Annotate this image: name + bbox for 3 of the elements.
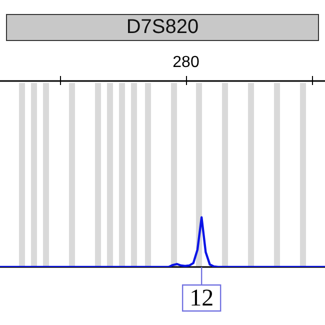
text: 12 xyxy=(190,285,214,312)
chart-title: D7S820 xyxy=(6,14,319,41)
text: 280 xyxy=(172,54,200,72)
